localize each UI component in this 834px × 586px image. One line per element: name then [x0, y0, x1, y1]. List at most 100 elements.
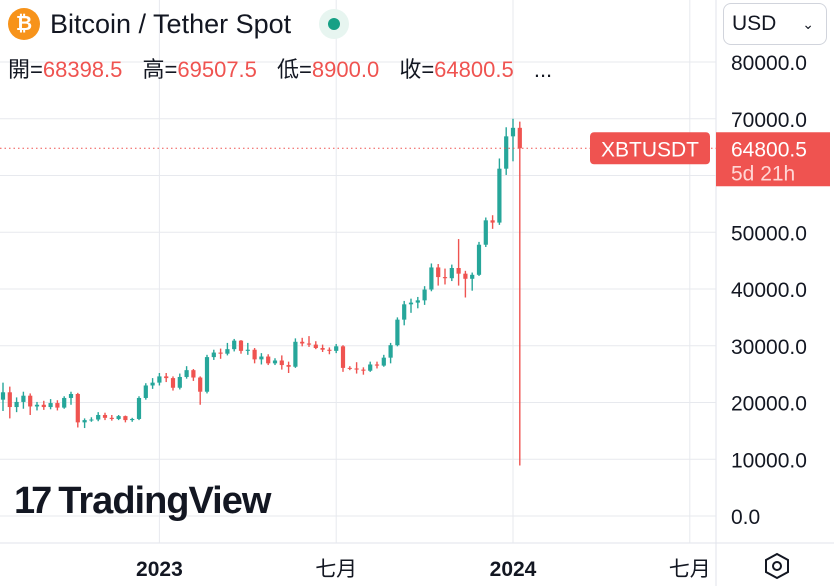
candle-body	[340, 346, 346, 368]
candle-body	[354, 368, 359, 370]
candle-body	[109, 417, 114, 419]
tradingview-logo-text: TradingView	[58, 480, 271, 522]
candle-body	[449, 268, 454, 279]
symbol-title[interactable]: Bitcoin / Tether Spot	[50, 8, 292, 39]
y-tick-label: 80000.0	[731, 52, 807, 75]
candle-body	[279, 360, 284, 366]
candle-body	[143, 385, 148, 398]
symbol-tag-bg	[590, 132, 710, 165]
candle-body	[116, 416, 121, 419]
candle-body	[96, 414, 101, 420]
candle-body	[218, 352, 223, 354]
low-value: 8900.0	[311, 57, 380, 82]
candle-body	[102, 414, 108, 418]
candle-body	[300, 341, 305, 344]
y-tick-label: 30000.0	[731, 336, 807, 359]
time-axis[interactable]: 2023 七月 2024 七月	[136, 558, 711, 581]
candle-body	[483, 220, 488, 245]
candle-body	[463, 273, 468, 279]
candle-body	[82, 420, 87, 423]
candle-body	[21, 395, 26, 402]
candle-body	[266, 356, 271, 364]
price-label-text: 64800.5	[731, 138, 807, 161]
candle-body	[164, 376, 169, 379]
candle-body	[225, 349, 230, 354]
last-price-line: XBTUSDT 64800.55d 21h	[0, 132, 830, 187]
bitcoin-icon: ₿	[8, 8, 40, 40]
candle-body	[62, 397, 67, 408]
candle-body	[361, 369, 366, 371]
candle-body	[313, 344, 318, 349]
ohlc-readout: 開=68398.5 高=69507.5 低=8900.0 收=64800.5 .…	[8, 52, 552, 84]
y-tick-label: 10000.0	[731, 449, 807, 472]
y-tick-label: 0.0	[731, 506, 760, 529]
candle-body	[7, 392, 12, 408]
candle-body	[456, 268, 461, 274]
candle-body	[198, 377, 203, 392]
market-open-status-icon[interactable]	[319, 9, 350, 39]
candle-body	[123, 416, 128, 421]
close-value: 64800.5	[434, 57, 514, 82]
candle-body	[327, 349, 332, 351]
tradingview-logo[interactable]: 17 TradingView	[14, 480, 271, 523]
candle-body	[442, 277, 448, 279]
y-tick-label: 40000.0	[731, 279, 807, 302]
candle-body	[395, 319, 400, 346]
currency-select[interactable]: USD ⌄	[723, 3, 827, 45]
candle-body	[347, 367, 352, 369]
price-label-bg	[716, 132, 830, 187]
candle-body	[252, 349, 257, 360]
y-tick-label: 70000.0	[731, 109, 807, 132]
candle-body	[14, 401, 19, 408]
candle-body	[75, 393, 80, 423]
candle-body	[408, 302, 414, 305]
open-value: 68398.5	[42, 57, 123, 82]
currency-value: USD	[732, 12, 777, 35]
candle-body	[272, 360, 278, 364]
symbol-header: ₿ Bitcoin / Tether Spot	[8, 8, 350, 40]
candle-body	[48, 403, 53, 408]
candle-body	[286, 365, 291, 367]
candle-body	[476, 244, 482, 275]
tradingview-logo-mark-icon: 17	[14, 480, 52, 522]
candle-body	[368, 364, 373, 371]
candle-body	[55, 403, 60, 408]
more-indicator[interactable]: ...	[533, 57, 553, 82]
x-tick-label: 七月	[315, 558, 357, 581]
open-label: 開=	[8, 57, 43, 82]
candle-body	[306, 343, 312, 345]
candle-body	[0, 392, 6, 400]
candle-body	[177, 376, 182, 388]
settings-hexagon-icon[interactable]	[762, 551, 792, 581]
candle-body	[232, 340, 237, 350]
low-label: 低=	[277, 57, 312, 82]
candle-body	[334, 346, 339, 351]
candle-body	[68, 393, 74, 398]
candle-body	[415, 300, 420, 303]
candle-body	[293, 341, 298, 367]
close-label: 收=	[399, 57, 435, 82]
chevron-down-icon: ⌄	[802, 15, 814, 32]
candle-body	[422, 289, 427, 301]
candle-body	[191, 370, 196, 378]
candles	[0, 118, 522, 466]
x-tick-label: 七月	[669, 558, 711, 581]
candle-body	[34, 404, 40, 407]
x-tick-label: 2023	[136, 558, 183, 581]
candle-body	[490, 220, 495, 223]
candle-body	[497, 168, 502, 223]
candle-body	[150, 382, 155, 386]
y-tick-label: 50000.0	[731, 222, 807, 245]
candle-body	[320, 348, 325, 350]
high-label: 高=	[142, 57, 178, 82]
candle-body	[259, 356, 264, 360]
price-axis[interactable]: 0.010000.020000.030000.040000.050000.060…	[731, 52, 807, 529]
candle-body	[436, 267, 441, 278]
candle-body	[28, 395, 33, 407]
candle-body	[388, 345, 393, 358]
candle-body	[517, 127, 522, 149]
x-tick-label: 2024	[490, 558, 537, 581]
candle-body	[89, 419, 94, 421]
